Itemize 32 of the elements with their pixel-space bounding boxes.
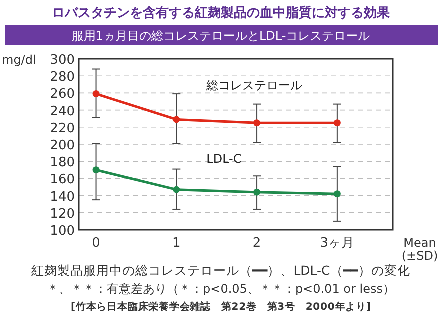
point — [334, 190, 341, 198]
point — [173, 116, 180, 124]
y-tick-label: 240 — [50, 104, 75, 120]
point — [334, 120, 341, 127]
text: Mean (±SD) — [402, 236, 438, 263]
point — [92, 166, 100, 174]
y-axis-title: mg/dl — [2, 53, 36, 67]
point — [254, 120, 261, 127]
chart-subtitle: 服用1ヵ月目の総コレステロールとLDL-コレステロール — [72, 29, 370, 43]
text: LDL-C — [206, 152, 242, 166]
y-tick-label: 200 — [50, 138, 75, 154]
x-tick-label: 1 — [172, 236, 181, 251]
x-tick-label: 0 — [92, 236, 100, 251]
point — [254, 188, 261, 196]
y-tick-label: 140 — [50, 190, 75, 205]
y-tick-label: 260 — [50, 87, 75, 102]
y-tick-label: 280 — [50, 70, 75, 86]
x-tick-label: 2 — [252, 236, 262, 251]
point — [92, 90, 100, 98]
chart-title: ロバスタチンを含有する紅麹製品の血中脂質に対する効果 — [52, 5, 391, 21]
y-tick-label: 300 — [50, 53, 75, 68]
text: ＊、＊＊：有意差あり（＊：p<0.05、＊＊：p<0.01 or less） — [47, 282, 395, 296]
y-tick-label: 120 — [50, 206, 75, 222]
text: [竹本ら日本臨床栄養学会雑誌 第22巻 第3号 2000年より] — [71, 301, 371, 313]
y-tick-label: 100 — [50, 224, 75, 239]
y-tick-label: 220 — [50, 121, 75, 136]
point — [173, 186, 180, 194]
text: 総コレステロール — [206, 78, 303, 93]
text: 紅麹製品服用中の総コレステロール（━━）、LDL-C（━━）の変化 — [32, 263, 410, 278]
x-tick-label: 3ヶ月 — [320, 236, 355, 251]
y-tick-label: 160 — [50, 172, 75, 188]
y-tick-label: 180 — [50, 156, 75, 171]
